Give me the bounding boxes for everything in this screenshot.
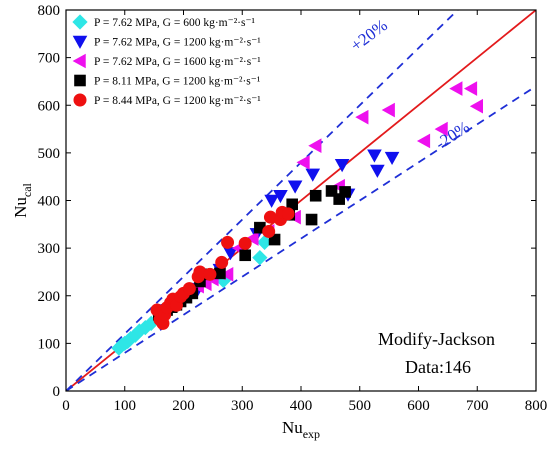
y-axis-label-sub: cal: [20, 182, 34, 197]
x-tick-label: 200: [172, 398, 195, 414]
legend-label: P = 8.44 MPa, G = 1200 kg·m⁻²·s⁻¹: [94, 95, 261, 107]
y-tick-label: 100: [38, 336, 61, 352]
x-tick-label: 800: [525, 398, 548, 414]
plus-20-percent-label: +20%: [347, 15, 391, 55]
y-axis-label-base: Nu: [11, 197, 30, 218]
x-tick-label: 300: [231, 398, 254, 414]
x-tick-label: 100: [114, 398, 137, 414]
data-point-circle: [238, 236, 252, 250]
model-name-label: Modify-Jackson: [378, 329, 495, 349]
x-axis-label: Nuexp: [282, 418, 320, 441]
data-point-triangle-left: [308, 138, 322, 154]
minus-20-percent-label: -20%: [432, 117, 473, 153]
x-tick-label: 400: [290, 398, 313, 414]
x-axis-label-sub: exp: [303, 427, 320, 441]
data-point-triangle-down: [305, 168, 321, 182]
data-point-triangle-left: [355, 109, 369, 125]
data-point-triangle-left: [296, 155, 310, 170]
legend-item-1: P = 7.62 MPa, G = 600 kg·m⁻²·s⁻¹: [72, 14, 256, 30]
data-point-triangle-left: [245, 231, 259, 246]
y-tick-label: 400: [38, 194, 61, 210]
data-point-triangle-down: [264, 194, 279, 208]
data-point-triangle-down: [287, 180, 303, 194]
legend-label: P = 7.62 MPa, G = 1200 kg·m⁻²·s⁻¹: [94, 37, 261, 49]
data-point-triangle-left: [220, 267, 234, 282]
data-points: [111, 81, 483, 356]
data-point-circle: [182, 282, 196, 296]
data-point-triangle-left: [381, 102, 395, 118]
data-point-circle: [215, 255, 229, 269]
legend: P = 7.62 MPa, G = 600 kg·m⁻²·s⁻¹ P = 7.62…: [72, 14, 261, 107]
legend-marker-square: [74, 74, 86, 87]
data-point-square: [239, 249, 251, 262]
legend-marker-diamond: [72, 14, 88, 30]
legend-item-5: P = 8.44 MPa, G = 1200 kg·m⁻²·s⁻¹: [73, 93, 261, 107]
y-tick-label: 0: [53, 384, 61, 400]
data-point-triangle-left: [463, 81, 478, 96]
x-tick-label: 600: [407, 398, 430, 414]
x-tick-label: 500: [349, 398, 372, 414]
data-point-square: [325, 185, 338, 197]
x-tick-label: 0: [62, 398, 70, 414]
data-point-circle: [262, 224, 276, 238]
data-point-triangle-down: [334, 159, 350, 173]
reference-line-minus-20: [66, 85, 536, 391]
data-point-square: [333, 193, 345, 205]
y-axis-ticks: 0 100 200 300 400 500 600 700 800: [38, 3, 536, 400]
data-point-circle: [203, 267, 217, 281]
legend-item-4: P = 8.11 MPa, G = 1200 kg·m⁻²·s⁻¹: [74, 74, 261, 88]
legend-item-3: P = 7.62 MPa, G = 1600 kg·m⁻²·s⁻¹: [72, 53, 261, 69]
legend-marker-triangle-left: [72, 53, 86, 69]
data-point-circle: [221, 235, 235, 249]
data-point-square: [339, 186, 351, 198]
data-count-label: Data:146: [405, 357, 471, 377]
legend-label: P = 7.62 MPa, G = 600 kg·m⁻²·s⁻¹: [94, 17, 256, 29]
y-tick-label: 600: [38, 98, 61, 114]
data-point-triangle-left: [416, 133, 431, 149]
legend-label: P = 7.62 MPa, G = 1600 kg·m⁻²·s⁻¹: [94, 56, 261, 68]
series-5: [150, 205, 295, 330]
y-tick-label: 300: [38, 241, 61, 257]
data-point-triangle-down: [370, 164, 385, 178]
data-point-circle: [281, 207, 295, 221]
x-tick-label: 700: [466, 398, 489, 414]
data-point-triangle-left: [469, 98, 483, 114]
y-tick-label: 700: [38, 51, 61, 67]
y-tick-label: 800: [38, 3, 61, 19]
data-point-square: [309, 189, 322, 202]
data-point-diamond: [252, 250, 268, 266]
y-axis-label: Nucal: [11, 182, 34, 217]
data-point-triangle-down: [384, 151, 400, 166]
legend-label: P = 8.11 MPa, G = 1200 kg·m⁻²·s⁻¹: [94, 76, 261, 88]
data-point-square: [305, 213, 318, 226]
data-point-triangle-down: [273, 189, 288, 204]
x-axis-ticks: 0 100 200 300 400 500 600 700 800: [62, 10, 547, 414]
legend-marker-circle: [73, 93, 87, 107]
y-tick-label: 500: [38, 146, 61, 162]
y-tick-label: 200: [38, 289, 61, 305]
series-1: [111, 234, 273, 356]
data-point-triangle-left: [434, 121, 448, 137]
legend-item-2: P = 7.62 MPa, G = 1200 kg·m⁻²·s⁻¹: [72, 35, 261, 49]
legend-marker-triangle-down: [72, 35, 88, 49]
data-point-triangle-left: [449, 81, 463, 96]
x-axis-label-base: Nu: [282, 418, 303, 437]
data-point-triangle-down: [367, 149, 382, 163]
